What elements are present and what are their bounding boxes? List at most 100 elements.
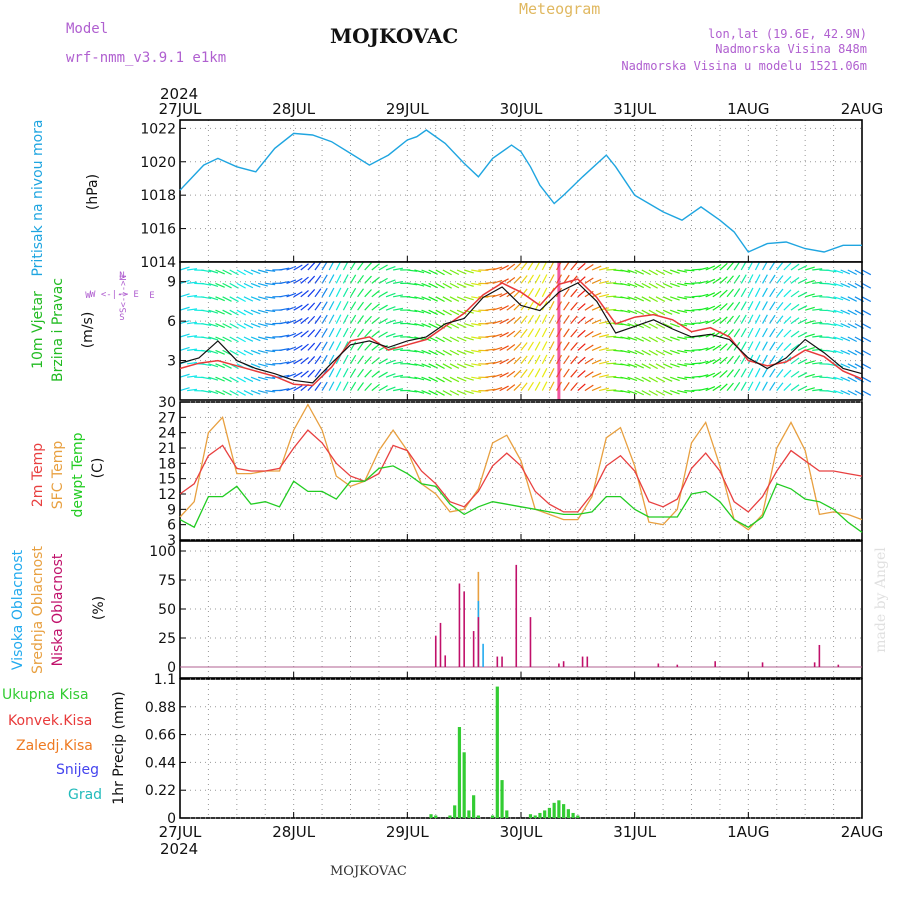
wind-arrow xyxy=(769,301,776,311)
wind-arrow xyxy=(783,316,792,325)
wind-arrow xyxy=(300,263,309,271)
wind-arrow xyxy=(215,309,225,315)
wind-arrow xyxy=(456,269,467,275)
wind-arrow xyxy=(279,307,290,311)
station-title: MOJKOVAC xyxy=(330,24,458,48)
wind-arrow xyxy=(634,296,645,302)
wind-arrow xyxy=(797,305,808,311)
wind-arrow xyxy=(321,314,328,324)
wind-arrow xyxy=(620,269,631,273)
wind-arrow xyxy=(385,292,396,298)
wind-arrow xyxy=(378,331,388,338)
wind-arrow xyxy=(265,349,276,353)
precip-bar xyxy=(562,804,566,818)
wind-arrow xyxy=(769,381,776,391)
sfc-temp-line xyxy=(179,403,863,531)
time-label-bottom: 27JUL xyxy=(159,823,202,841)
wind-arrow xyxy=(584,304,594,311)
wind-arrow xyxy=(648,269,658,276)
wind-arrow xyxy=(435,390,445,396)
wind-arrow xyxy=(393,280,404,284)
wind-arrow xyxy=(826,309,837,313)
wind-arrow xyxy=(265,376,276,380)
wind-arrow xyxy=(677,336,688,340)
wind-arrow xyxy=(307,275,316,284)
wind-ytick-label: 6 xyxy=(167,314,176,330)
wind-arrow xyxy=(314,355,322,365)
wind-arrow xyxy=(407,309,418,313)
wind-arrow xyxy=(712,357,722,365)
wind-arrow xyxy=(243,336,254,342)
wind-arrow xyxy=(414,282,425,287)
wind-arrow xyxy=(627,296,638,301)
wind-arrow xyxy=(257,296,268,300)
cloud-ytick-label: 100 xyxy=(149,544,176,560)
wind-arrow xyxy=(783,262,792,271)
wind-arrow xyxy=(208,269,219,274)
wind-arrow xyxy=(471,269,482,273)
wind-arrow xyxy=(762,314,768,324)
wind-arrow xyxy=(421,349,432,355)
wind-arrow xyxy=(257,363,268,367)
wind-arrow xyxy=(861,323,872,329)
wind-arrow xyxy=(463,376,474,381)
wind-arrow xyxy=(548,314,555,324)
wind-arrow xyxy=(349,301,357,311)
wind-arrow xyxy=(435,282,445,289)
temp-ytick-label: 12 xyxy=(158,487,176,503)
wind-arrow xyxy=(599,387,610,392)
wind-arrow xyxy=(492,306,503,311)
wind-arrow xyxy=(754,314,761,324)
model-elevation-label: Nadmorska Visina u modelu 1521.06m xyxy=(621,59,867,73)
wind-arrow xyxy=(349,354,357,365)
wind-arrow xyxy=(371,263,380,271)
wind-arrow xyxy=(371,343,380,351)
wind-arrow xyxy=(762,341,768,351)
wind-arrow xyxy=(684,336,695,339)
wind-arrow xyxy=(577,316,586,325)
wind-arrow xyxy=(840,349,851,355)
wind-arrow xyxy=(769,328,776,338)
elevation-label: Nadmorska Visina 848m xyxy=(715,42,867,56)
precip-conv-label: Konvek.Kisa xyxy=(8,713,92,729)
wind-arrow xyxy=(754,381,761,391)
wind-arrow xyxy=(847,376,857,383)
wind-arrow xyxy=(407,282,418,286)
wind-arrow xyxy=(762,301,768,311)
wind-arrow xyxy=(797,264,808,271)
precip-bar xyxy=(490,815,495,818)
wind-arrow xyxy=(187,348,198,351)
wind-arrow xyxy=(349,328,357,338)
wind-arrow xyxy=(726,342,734,351)
wind-arrow xyxy=(492,279,503,284)
wind-arrow xyxy=(342,287,349,298)
wind-arrow xyxy=(421,376,432,382)
wind-arrow xyxy=(762,287,768,298)
wind-arrow xyxy=(357,274,364,284)
wind-arrow xyxy=(726,315,734,324)
wind-arrow xyxy=(684,349,695,352)
temp-ytick-label: 24 xyxy=(158,426,176,442)
precip-bar xyxy=(434,815,438,818)
wind-arrow xyxy=(393,361,404,365)
wind-arrow xyxy=(385,332,396,338)
wind-arrow xyxy=(577,370,586,378)
wind-arrow xyxy=(655,336,666,343)
wind-arrow xyxy=(606,362,617,365)
wind-arrow xyxy=(407,323,418,326)
wind-arrow xyxy=(229,309,239,316)
wind-arrow xyxy=(599,267,610,271)
wind-arrow xyxy=(449,323,460,329)
wind-arrow xyxy=(548,341,555,351)
wind-arrow xyxy=(257,282,268,287)
wind-arrow xyxy=(449,363,460,369)
wind-arrow xyxy=(591,386,602,392)
wind-arrow xyxy=(499,331,509,338)
wind-arrow xyxy=(599,374,610,378)
wind-arrow xyxy=(712,277,722,284)
wind-arrow xyxy=(527,381,534,391)
wind-arrow xyxy=(456,376,467,382)
wind-arrow xyxy=(229,296,239,303)
wind-arrow xyxy=(321,301,328,311)
wind-arrow xyxy=(286,359,297,365)
